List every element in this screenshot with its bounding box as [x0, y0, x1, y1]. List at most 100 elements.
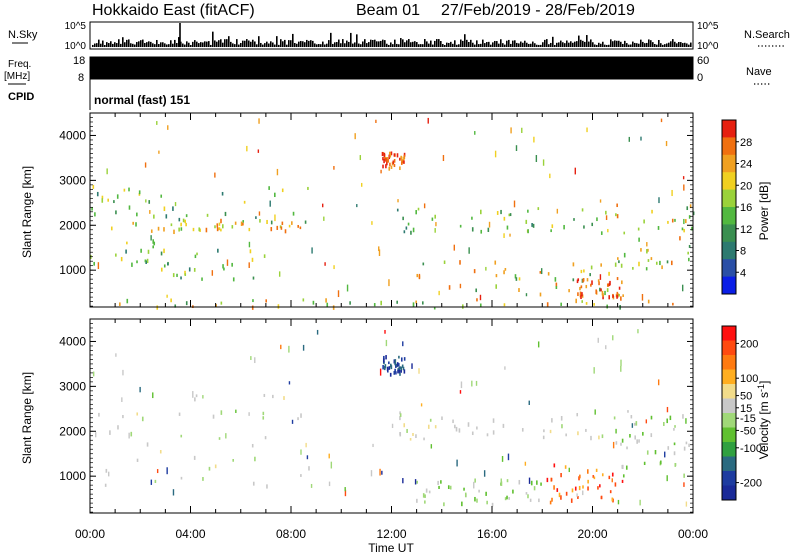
range-gate-cell: [504, 497, 507, 501]
range-gate-cell: [330, 461, 333, 469]
power-heatmap-cells: [90, 117, 695, 310]
colorbar-tick-label: 100: [740, 373, 758, 385]
range-gate-cell: [257, 149, 260, 153]
range-gate-cell: [531, 223, 533, 227]
range-gate-cell: [424, 500, 426, 504]
range-gate-cell: [643, 219, 645, 224]
range-gate-cell: [337, 290, 340, 298]
range-gate-cell: [529, 498, 532, 502]
range-gate-cell: [638, 237, 640, 242]
nsky-bar: [558, 42, 560, 47]
range-gate-cell: [397, 199, 399, 203]
colorbar-tick-label: 8: [740, 246, 746, 258]
range-gate-cell: [198, 227, 201, 232]
nsky-bar: [642, 41, 644, 47]
nsky-bar: [538, 44, 540, 47]
nsky-bar: [614, 40, 616, 47]
range-gate-cell: [180, 227, 183, 231]
range-gate-cell: [399, 432, 402, 437]
range-gate-cell: [176, 273, 178, 277]
range-gate-cell: [418, 368, 420, 374]
nsky-bar: [620, 41, 622, 47]
range-gate-cell: [606, 288, 609, 293]
range-gate-cell: [146, 442, 149, 447]
range-gate-cell: [393, 158, 396, 163]
nsky-bar: [208, 41, 210, 47]
range-gate-cell: [551, 497, 553, 502]
nsky-bar: [270, 41, 272, 47]
range-gate-cell: [400, 161, 403, 165]
nsky-bar: [374, 39, 376, 47]
range-gate-cell: [575, 298, 577, 304]
nsky-bar: [410, 42, 412, 47]
range-gate-cell: [264, 436, 267, 440]
nsky-bar: [384, 40, 386, 47]
range-gate-cell: [586, 469, 589, 474]
range-gate-cell: [621, 479, 624, 483]
nsky-bar: [216, 41, 218, 47]
range-gate-cell: [683, 473, 685, 478]
range-gate-cell: [550, 477, 553, 482]
range-gate-cell: [502, 423, 505, 428]
nsky-bar: [138, 41, 140, 47]
range-gate-cell: [115, 353, 117, 357]
nsky-bar: [536, 44, 538, 47]
nsky-bar: [634, 42, 636, 47]
range-gate-cell: [508, 497, 510, 500]
range-gate-cell: [268, 186, 270, 190]
velocity-axis: 1000 2000 3000 4000: [59, 319, 694, 513]
range-gate-cell: [398, 369, 401, 374]
range-gate-cell: [385, 355, 387, 360]
range-gate-cell: [593, 367, 595, 374]
range-gate-cell: [410, 230, 412, 235]
range-gate-cell: [397, 369, 399, 374]
range-gate-cell: [475, 288, 478, 293]
range-gate-cell: [144, 259, 147, 263]
nsky-bar: [300, 40, 302, 47]
range-gate-cell: [349, 301, 351, 305]
range-gate-cell: [108, 471, 110, 477]
range-gate-cell: [383, 159, 385, 164]
range-gate-cell: [388, 151, 391, 155]
range-gate-cell: [506, 479, 509, 483]
range-gate-cell: [666, 418, 669, 424]
nsky-bar: [116, 43, 118, 47]
nsky-bar: [402, 39, 404, 47]
range-gate-cell: [453, 244, 455, 251]
range-gate-cell: [551, 224, 554, 229]
nsky-bar: [158, 44, 160, 47]
nsky-bar: [98, 39, 100, 47]
range-gate-cell: [409, 437, 412, 441]
range-gate-cell: [683, 482, 685, 487]
nsky-bar: [334, 42, 336, 47]
range-gate-cell: [263, 254, 266, 258]
nsky-bar: [526, 42, 528, 47]
colorbar-segment: [722, 241, 736, 260]
range-gate-cell: [638, 439, 640, 443]
range-gate-cell: [412, 432, 414, 436]
range-gate-cell: [382, 157, 384, 161]
nsky-bar: [308, 40, 310, 47]
range-gate-cell: [192, 227, 195, 232]
range-gate-cell: [394, 362, 396, 366]
nsky-bar: [248, 40, 250, 47]
range-gate-cell: [474, 496, 476, 502]
nsky-bar: [508, 39, 510, 47]
range-gate-cell: [628, 136, 630, 142]
nsky-bar: [514, 40, 516, 47]
nsky-bar: [686, 43, 688, 47]
range-gate-cell: [474, 131, 476, 135]
range-gate-cell: [193, 267, 196, 272]
nsky-bar: [336, 42, 338, 47]
range-gate-cell: [398, 355, 400, 359]
range-gate-cell: [604, 290, 606, 296]
range-gate-cell: [536, 480, 538, 485]
range-gate-cell: [582, 485, 584, 489]
range-gate-cell: [528, 477, 531, 484]
range-gate-cell: [626, 446, 628, 450]
nsky-bar: [630, 44, 632, 47]
range-gate-cell: [688, 244, 691, 248]
range-gate-cell: [611, 497, 614, 502]
range-gate-cell: [110, 226, 113, 231]
